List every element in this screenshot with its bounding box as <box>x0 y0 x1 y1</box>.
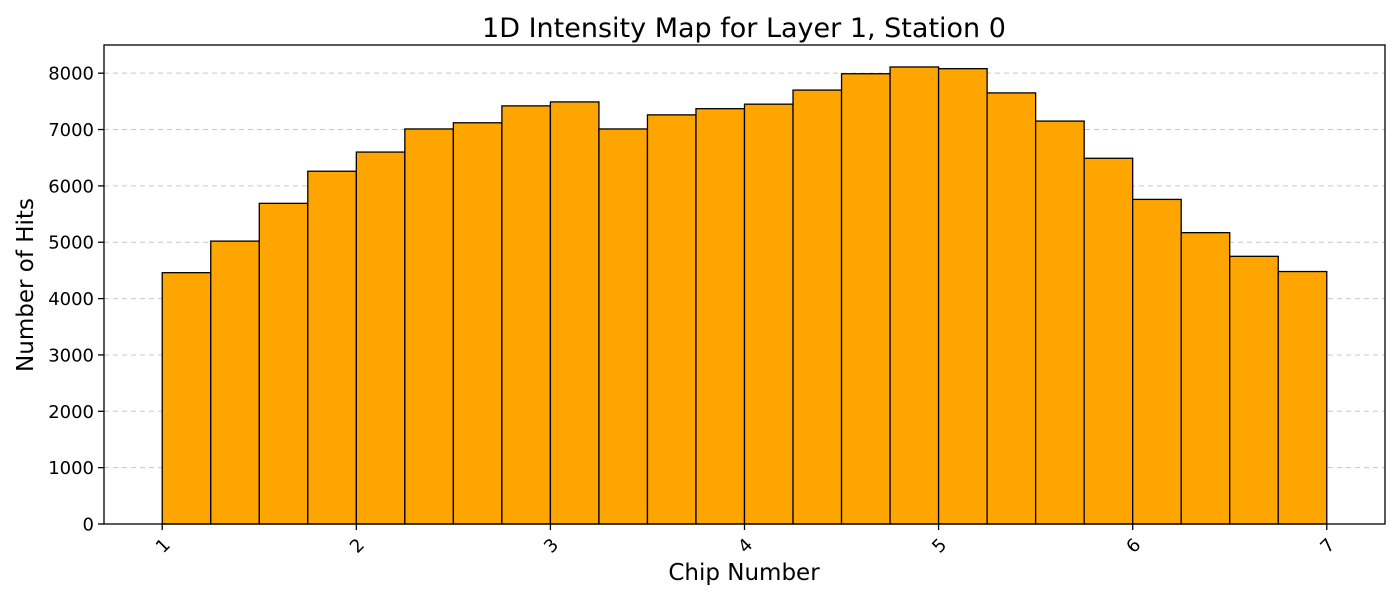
histogram-bar <box>501 105 552 525</box>
x-axis-ticks: 1 2 3 4 5 6 7 <box>152 524 1339 558</box>
histogram-bar <box>404 128 455 525</box>
y-tick-label: 1000 <box>48 458 94 479</box>
histogram-bar <box>937 68 988 525</box>
x-axis-label: Chip Number <box>668 560 820 586</box>
histogram-bar <box>307 170 357 525</box>
y-tick-label: 8000 <box>48 64 94 85</box>
x-tick-label: 4 <box>734 535 757 558</box>
histogram-bar <box>1277 270 1328 525</box>
histogram-bar <box>549 101 600 525</box>
histogram-bar <box>1180 232 1231 525</box>
histogram-bar <box>695 108 746 525</box>
histogram-bar <box>792 89 843 525</box>
x-tick-label: 3 <box>540 535 563 558</box>
chart-title: 1D Intensity Map for Layer 1, Station 0 <box>482 13 1006 44</box>
histogram-bar <box>258 202 309 525</box>
y-tick-label: 2000 <box>48 402 94 423</box>
histogram-bar <box>1083 157 1134 525</box>
histogram-bar <box>986 92 1037 525</box>
histogram-bar <box>1229 255 1279 525</box>
y-axis-ticks: 0 1000 2000 3000 4000 5000 6000 7000 8000 <box>48 64 104 536</box>
histogram-bar <box>840 73 891 525</box>
histogram-bar <box>210 240 260 525</box>
histogram-bar <box>598 128 649 525</box>
histogram-bar <box>355 151 406 525</box>
histogram-bar <box>743 103 794 525</box>
x-tick-label: 2 <box>346 535 369 558</box>
y-tick-label: 4000 <box>48 289 94 310</box>
histogram-bar <box>646 114 697 525</box>
histogram-bar <box>1132 198 1182 525</box>
y-tick-label: 0 <box>83 515 94 536</box>
x-tick-label: 6 <box>1122 535 1145 558</box>
histogram-bar <box>161 272 212 525</box>
x-tick-label: 1 <box>152 535 175 558</box>
y-tick-label: 5000 <box>48 233 94 254</box>
x-tick-label: 5 <box>928 535 951 558</box>
y-tick-label: 3000 <box>48 345 94 366</box>
y-axis-label: Number of Hits <box>13 198 39 372</box>
histogram-bar <box>1034 120 1085 525</box>
x-tick-label: 7 <box>1316 535 1339 558</box>
histogram-bar <box>452 122 503 525</box>
histogram-bar <box>889 66 940 525</box>
histogram-bars <box>161 66 1328 525</box>
y-tick-label: 6000 <box>48 176 94 197</box>
y-tick-label: 7000 <box>48 120 94 141</box>
